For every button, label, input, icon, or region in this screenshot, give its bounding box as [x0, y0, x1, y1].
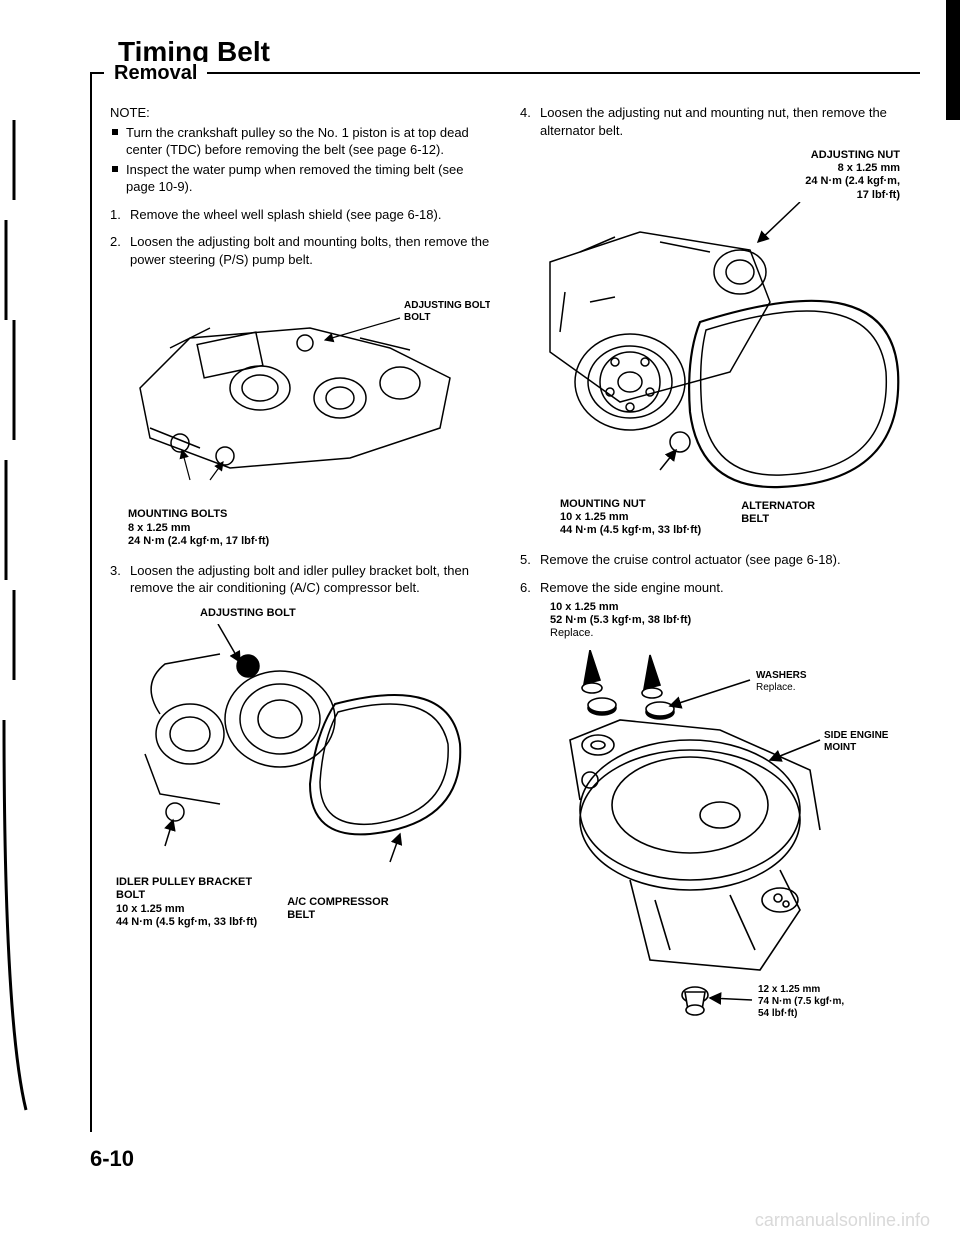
step-number: 2.: [110, 233, 130, 268]
step-2: 2. Loosen the adjusting bolt and mountin…: [110, 233, 490, 268]
page-title: Timing Belt: [118, 36, 920, 68]
step-number: 4.: [520, 104, 540, 139]
label-idler-bracket-bolt: IDLER PULLEY BRACKETBOLT: [116, 876, 252, 901]
svg-text:74 N·m (7.5 kgf·m,: 74 N·m (7.5 kgf·m,: [758, 996, 844, 1007]
torque-side-mount-top: 10 x 1.25 mm52 N·m (5.3 kgf·m, 38 lbf·ft…: [550, 601, 691, 639]
step-text: Loosen the adjusting bolt and mounting b…: [130, 233, 490, 268]
torque-bottom-bolt: 12 x 1.25 mm: [758, 984, 820, 995]
label-mounting-nut: MOUNTING NUT: [560, 498, 646, 510]
svg-text:BOLT: BOLT: [404, 312, 430, 323]
svg-text:ADJUSTING BOLT: ADJUSTING BOLT: [404, 300, 490, 311]
label-ac-belt: A/C COMPRESSORBELT: [287, 896, 388, 921]
svg-text:54 lbf·ft): 54 lbf·ft): [758, 1008, 797, 1019]
step-5: 5. Remove the cruise control actuator (s…: [520, 551, 910, 569]
label-mounting-bolts: MOUNTING BOLTS: [128, 508, 227, 520]
step-1: 1. Remove the wheel well splash shield (…: [110, 206, 490, 224]
label-adjusting-bolt: ADJUSTING BOLT: [404, 300, 490, 311]
left-column: NOTE: Turn the crankshaft pulley so the …: [110, 104, 490, 1034]
label-side-engine-mount: SIDE ENGINE: [824, 730, 889, 741]
step-4: 4. Loosen the adjusting nut and mounting…: [520, 104, 910, 139]
note-label: NOTE:: [110, 104, 490, 122]
label-washers-sub: Replace.: [756, 682, 795, 693]
step-number: 5.: [520, 551, 540, 569]
step-number: 6.: [520, 579, 540, 640]
torque-adjusting-nut: 8 x 1.25 mm24 N·m (2.4 kgf·m,17 lbf·ft): [805, 162, 900, 200]
svg-text:MOINT: MOINT: [824, 742, 856, 753]
note-item: Turn the crankshaft pulley so the No. 1 …: [112, 124, 490, 159]
step-number: 1.: [110, 206, 130, 224]
torque-mounting-nut: 10 x 1.25 mm44 N·m (4.5 kgf·m, 33 lbf·ft…: [560, 511, 701, 536]
figure-ac-compressor-belt: ADJUSTING BOLT: [110, 607, 490, 929]
page-tab-mark: [946, 0, 960, 120]
figure-ps-pump-belt: ADJUSTING BOLT BOLT MOUNTING BOLTS 8 x 1…: [110, 278, 490, 548]
step-number: 3.: [110, 562, 130, 597]
figure-alternator-belt: ADJUSTING NUT 8 x 1.25 mm24 N·m (2.4 kgf…: [520, 149, 910, 537]
page-number: 6-10: [90, 1146, 920, 1172]
torque-idler: 10 x 1.25 mm44 N·m (4.5 kgf·m, 33 lbf·ft…: [116, 903, 257, 928]
figure-side-engine-mount: WASHERS Replace. SIDE ENGINE MOINT 12 x …: [520, 650, 910, 1020]
label-washers: WASHERS: [756, 670, 807, 681]
step-text: Loosen the adjusting bolt and idler pull…: [130, 562, 490, 597]
step-text: Remove the cruise control actuator (see …: [540, 551, 910, 569]
note-list: Turn the crankshaft pulley so the No. 1 …: [110, 124, 490, 196]
label-adjusting-nut: ADJUSTING NUT: [811, 149, 900, 161]
label-alternator-belt: ALTERNATORBELT: [741, 500, 815, 525]
step-text: Remove the side engine mount.: [540, 580, 724, 595]
binding-edge-marks: [0, 120, 32, 1120]
section-removal: Removal NOTE: Turn the crankshaft pulley…: [90, 72, 920, 1132]
section-label: Removal: [104, 62, 207, 85]
step-text: Remove the wheel well splash shield (see…: [130, 206, 490, 224]
step-3: 3. Loosen the adjusting bolt and idler p…: [110, 562, 490, 597]
torque-mounting-bolts: 8 x 1.25 mm24 N·m (2.4 kgf·m, 17 lbf·ft): [128, 522, 269, 547]
right-column: 4. Loosen the adjusting nut and mounting…: [520, 104, 910, 1034]
step-6: 6. Remove the side engine mount. 10 x 1.…: [520, 579, 910, 640]
note-item: Inspect the water pump when removed the …: [112, 161, 490, 196]
label-adjusting-bolt: ADJUSTING BOLT: [200, 607, 296, 619]
step-text: Loosen the adjusting nut and mounting nu…: [540, 104, 910, 139]
watermark: carmanualsonline.info: [755, 1210, 930, 1231]
